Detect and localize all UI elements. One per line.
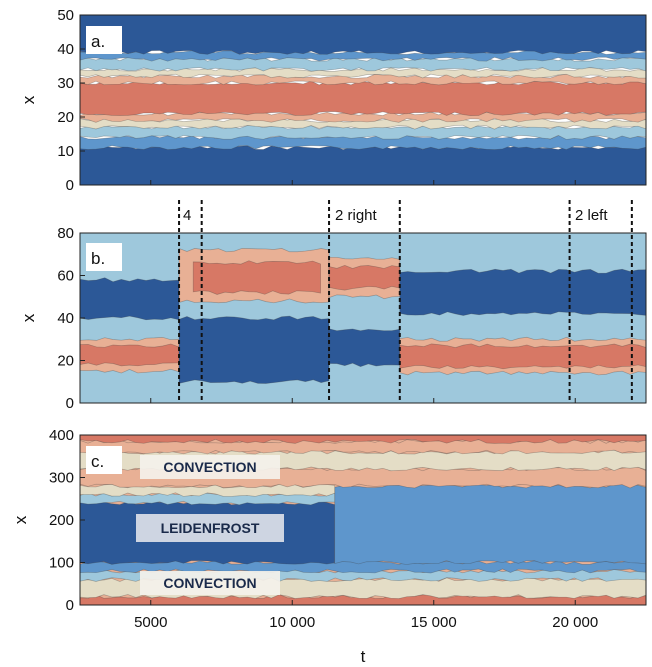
panel-2-band-12 (80, 435, 646, 444)
panel-2-ytick-label: 0 (66, 597, 74, 614)
panel-1-band-10 (399, 268, 646, 316)
panel-2-ytick-label: 100 (49, 555, 74, 572)
panel-1-ytick-label: 20 (57, 353, 74, 370)
panel-0-ytick-label: 20 (57, 109, 74, 126)
panel-0-band-5 (80, 80, 646, 116)
x-tick-label: 20 000 (552, 614, 598, 631)
panel-1-ytick-label: 0 (66, 395, 74, 412)
panel-1-band-2 (80, 343, 180, 367)
panel-a-label-box (86, 26, 122, 54)
panel-b-heatmap (80, 233, 646, 403)
panel-1-band-5 (192, 260, 321, 295)
panel-b-label: b. (91, 249, 105, 268)
panel-a-heatmap (80, 15, 646, 185)
panel-2-ytick-label: 300 (49, 470, 74, 487)
panel-0-ytick-label: 0 (66, 177, 74, 194)
panel-0-band-7 (80, 67, 646, 79)
panel-b-ylabel: x (19, 313, 38, 322)
panel-a-yticks: 0 10 20 30 40 50 (57, 7, 85, 194)
panel-c-ylabel: x (11, 515, 30, 524)
x-tick-label: 5000 (134, 614, 167, 631)
panel-0-band-1 (80, 135, 646, 150)
panel-c-label: c. (91, 452, 104, 471)
panel-b-dashed-lines (178, 200, 633, 403)
region-label-convection-top: CONVECTION (163, 459, 256, 475)
panel-2-ytick-label: 400 (49, 427, 74, 444)
x-tick-label: 10 000 (269, 614, 315, 631)
panel-1-band-9 (328, 328, 401, 367)
region-box-leidenfrost (136, 514, 284, 542)
panel-0-ytick-label: 40 (57, 41, 74, 58)
panel-b-annotations: 4 2 right 2 left (183, 207, 608, 224)
panel-0-band-10 (80, 15, 646, 55)
panel-1-band-8 (328, 264, 401, 291)
panel-b: b. 4 2 right 2 left 0 20 40 60 80 x (19, 200, 647, 412)
region-label-convection-bottom: CONVECTION (163, 575, 256, 591)
panel-1-band-12 (399, 343, 646, 370)
panel-0-band-0 (80, 145, 646, 185)
panel-1-ytick-label: 40 (57, 310, 74, 327)
panel-1-band-3 (80, 277, 180, 321)
panel-1-band-6 (178, 315, 330, 384)
panel-2-ytick-label: 200 (49, 512, 74, 529)
region-box-convection-top (140, 455, 280, 479)
x-axis-label: t (361, 647, 366, 666)
panel-b-label-box (86, 243, 122, 271)
annotation-4: 4 (183, 207, 191, 224)
panel-a-ylabel: x (19, 95, 38, 104)
panel-b-yticks: 0 20 40 60 80 (57, 225, 85, 412)
panel-0-ytick-label: 10 (57, 143, 74, 160)
panel-c-yticks: 0 100 200 300 400 (49, 427, 85, 614)
region-box-convection-bottom (140, 571, 280, 595)
panel-0-ytick-label: 30 (57, 75, 74, 92)
panel-a-label: a. (91, 32, 105, 51)
region-label-leidenfrost: LEIDENFROST (161, 520, 260, 536)
panel-c: c. CONVECTION LEIDENFROST CONVECTION 0 10… (11, 427, 647, 614)
panel-2-band-6 (334, 483, 646, 565)
panel-1-ytick-label: 60 (57, 268, 74, 285)
panel-a-frame (79, 14, 647, 186)
panel-c-label-box (86, 446, 122, 474)
panel-1-ytick-label: 80 (57, 225, 74, 242)
panel-2-band-8 (80, 483, 336, 497)
x-tick-label: 15 000 (411, 614, 457, 631)
panel-0-ytick-label: 50 (57, 7, 74, 24)
panel-a: a. 0 10 20 30 40 50 x (19, 7, 647, 194)
annotation-2-left: 2 left (575, 207, 608, 224)
x-axis: 5000 10 000 15 000 20 000 (134, 180, 598, 631)
annotation-2-right: 2 right (335, 207, 378, 224)
panel-0-band-8 (80, 56, 646, 72)
